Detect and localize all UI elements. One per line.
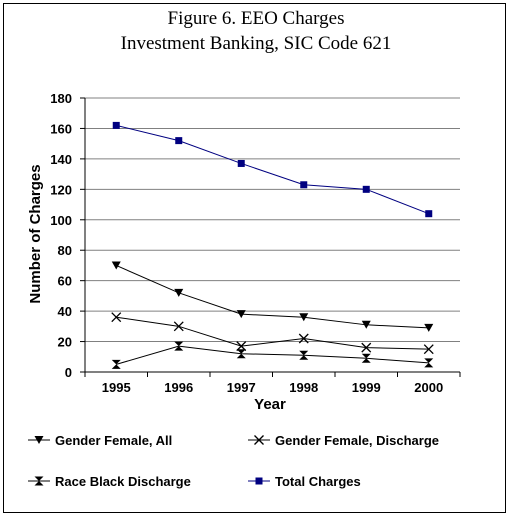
legend: Gender Female, All Gender Female, Dischar… [28, 433, 439, 489]
x-tick-label: 1995 [102, 380, 131, 395]
data-point [425, 210, 433, 218]
data-point [34, 436, 44, 444]
y-tick-label: 120 [50, 182, 72, 197]
data-point [361, 342, 372, 353]
y-tick-label: 20 [58, 335, 72, 350]
data-point [298, 333, 309, 344]
chart-subtitle: Investment Banking, SIC Code 621 [120, 33, 392, 54]
x-tick-label: 1997 [227, 380, 256, 395]
y-tick-label: 0 [65, 365, 72, 380]
chart-title: Figure 6. EEO Charges [167, 8, 345, 29]
y-tick-label: 60 [58, 274, 72, 289]
legend-label: Gender Female, Discharge [275, 433, 439, 448]
data-point-stroke [111, 312, 122, 323]
legend-item: Total Charges [248, 474, 361, 489]
data-point [111, 359, 121, 369]
data-point [299, 313, 309, 322]
data-point-stroke [361, 342, 372, 353]
legend-item: Gender Female, All [28, 433, 172, 448]
data-point [34, 476, 44, 486]
axes [84, 98, 461, 377]
data-point [174, 341, 184, 351]
chart-frame [3, 3, 506, 513]
series-line [116, 345, 429, 365]
x-tick-labels: 1995 1996 1997 1998 1999 2000 [102, 380, 443, 395]
y-tick-label: 80 [58, 243, 72, 258]
series-0 [111, 261, 434, 332]
series-2 [111, 341, 434, 369]
legend-label: Gender Female, All [55, 433, 172, 448]
data-point-stroke [173, 321, 184, 332]
y-tick-label: 180 [50, 91, 72, 106]
y-axis-label: Number of Charges [27, 164, 44, 303]
x-tick-label: 1998 [289, 380, 318, 395]
y-tick-label: 40 [58, 304, 72, 319]
data-point-stroke [423, 344, 434, 355]
data-point-stroke [254, 435, 264, 445]
series-lines [111, 121, 434, 369]
legend-label: Race Black Discharge [55, 474, 191, 489]
y-tick-label: 140 [50, 152, 72, 167]
series-line [116, 264, 429, 329]
data-point [236, 341, 247, 352]
legend-item: Race Black Discharge [28, 474, 191, 489]
data-point [362, 185, 370, 193]
data-point [300, 181, 308, 189]
data-point [255, 477, 263, 485]
gridlines [80, 97, 460, 373]
data-point [299, 350, 309, 360]
x-tick-label: 1999 [352, 380, 381, 395]
data-point [174, 288, 184, 297]
data-point-stroke [236, 341, 247, 352]
data-point [361, 353, 371, 363]
data-point [173, 321, 184, 332]
x-tick-label: 1996 [164, 380, 193, 395]
y-tick-labels: 0 20 40 60 80 100 120 140 160 180 [50, 91, 72, 380]
legend-label: Total Charges [275, 474, 361, 489]
x-axis-label: Year [254, 396, 286, 413]
y-tick-label: 160 [50, 121, 72, 136]
data-point [424, 323, 434, 332]
y-tick-label: 100 [50, 213, 72, 228]
legend-item: Gender Female, Discharge [248, 433, 439, 448]
data-point [423, 344, 434, 355]
data-point-stroke [298, 333, 309, 344]
data-point [236, 349, 246, 359]
series-line [116, 124, 429, 215]
data-point [361, 320, 371, 329]
x-tick-label: 2000 [414, 380, 443, 395]
data-point [112, 121, 120, 129]
series-line [116, 316, 429, 350]
series-1 [111, 312, 434, 355]
data-point [424, 358, 434, 368]
data-point [236, 310, 246, 319]
data-point [111, 312, 122, 323]
data-point [111, 261, 121, 270]
data-point [237, 159, 245, 167]
data-point [254, 435, 264, 445]
series-3 [112, 121, 433, 218]
data-point [175, 137, 183, 145]
